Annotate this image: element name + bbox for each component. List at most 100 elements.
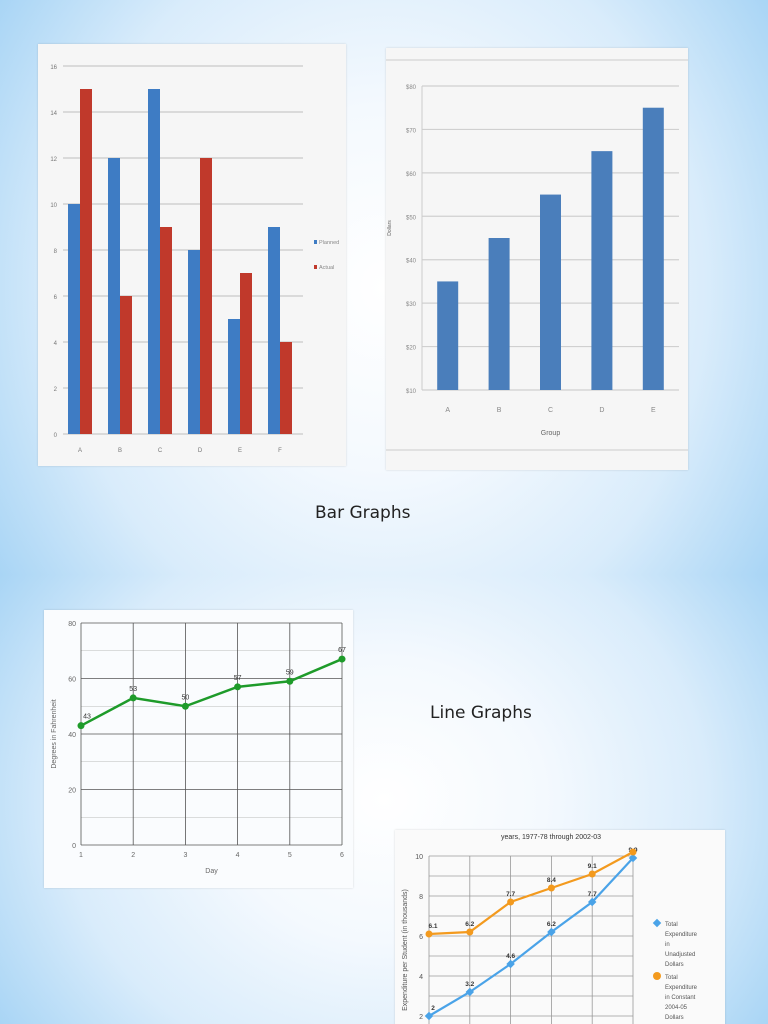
group-bar-chart: $10 $20 $30 $40 $50 $60 $70 $80 A B C D E Group Dollar… xyxy=(386,48,688,470)
chart-title: years, 1977-78 through 2002-03 xyxy=(501,834,601,841)
data-point xyxy=(286,677,294,685)
x-tick-label: D xyxy=(599,407,604,414)
data-label: 8.4 xyxy=(547,877,556,884)
data-label: 57 xyxy=(234,675,242,682)
x-tick-label: A xyxy=(445,407,450,414)
x-tick-label: 4 xyxy=(236,852,240,859)
bar-actual xyxy=(280,342,292,434)
y-tick-label: $50 xyxy=(406,215,417,221)
y-tick-label: 2 xyxy=(54,387,58,393)
y-tick-label: 6 xyxy=(54,295,58,301)
y-tick-label: 20 xyxy=(68,788,76,795)
data-point xyxy=(425,930,433,938)
data-label: 7.7 xyxy=(506,891,515,898)
series-line xyxy=(428,851,634,936)
y-tick-label: 8 xyxy=(419,894,423,901)
bar-planned xyxy=(148,89,160,434)
x-tick-label: C xyxy=(158,448,163,454)
legend-label: Unadjusted xyxy=(665,952,695,958)
data-point xyxy=(338,655,346,663)
legend-label: Total xyxy=(665,975,678,981)
bar xyxy=(437,281,459,390)
data-label: 4.6 xyxy=(506,953,515,960)
bar xyxy=(540,194,561,390)
bar-actual xyxy=(200,158,212,434)
data-point xyxy=(547,884,555,892)
data-label: 9.1 xyxy=(588,863,597,870)
y-tick-label: 10 xyxy=(415,854,423,861)
data-label: 43 xyxy=(83,714,91,721)
data-label: 50 xyxy=(182,694,190,701)
caption-bar-graphs: Bar Graphs xyxy=(315,503,411,523)
caption-line-graphs: Line Graphs xyxy=(430,703,532,723)
bar xyxy=(488,238,510,390)
expenditure-line-chart: years, 1977-78 through 2002-03 2 4 6 8 10 2 3.2… xyxy=(395,830,725,1024)
x-tick-label: 5 xyxy=(288,852,292,859)
slide-bar-graphs: 0 2 4 6 8 10 12 14 16 A B C D E F Planned Actual $10 $20 $… xyxy=(0,0,768,575)
data-label: 2 xyxy=(431,1005,435,1012)
series-line xyxy=(428,857,634,1017)
legend-label: Total xyxy=(665,922,678,928)
bar-planned xyxy=(188,250,200,434)
y-tick-label: 4 xyxy=(419,974,423,981)
x-tick-label: C xyxy=(548,407,553,414)
y-tick-label: 0 xyxy=(72,843,76,850)
y-tick-label: 16 xyxy=(50,65,57,71)
x-tick-label: 2 xyxy=(131,852,135,859)
data-point xyxy=(181,702,189,710)
data-label: 7.7 xyxy=(588,891,597,898)
y-tick-label: $70 xyxy=(406,128,417,134)
temperature-line xyxy=(80,657,343,727)
y-tick-label: $80 xyxy=(406,85,417,91)
y-tick-label: 6 xyxy=(419,934,423,941)
y-tick-label: $30 xyxy=(406,302,417,308)
bar-actual xyxy=(80,89,92,434)
legend-label: Expenditure xyxy=(665,985,698,991)
data-point xyxy=(629,848,637,856)
y-tick-label: 8 xyxy=(54,249,58,255)
y-tick-label: 10 xyxy=(50,203,57,209)
x-tick-label: E xyxy=(238,448,242,454)
bar-actual xyxy=(160,227,172,434)
temperature-line-chart: 0 20 40 60 80 1 2 3 4 5 6 43 53 50 57 59 67 Day Degrees in… xyxy=(44,610,353,888)
y-tick-label: 12 xyxy=(50,157,57,163)
y-tick-label: $60 xyxy=(406,172,417,178)
data-label: 6.2 xyxy=(465,921,474,928)
legend-label: Actual xyxy=(319,265,334,271)
legend-label: in Constant xyxy=(665,995,696,1001)
bar-actual xyxy=(120,296,132,434)
x-tick-label: D xyxy=(198,448,203,454)
x-tick-label: F xyxy=(278,448,282,454)
data-label: 59 xyxy=(286,669,294,676)
bar-planned xyxy=(108,158,120,434)
data-point xyxy=(588,870,596,878)
y-tick-label: $20 xyxy=(406,346,417,352)
legend-swatch xyxy=(314,265,317,269)
y-tick-label: 2 xyxy=(419,1014,423,1021)
y-axis-label: Expenditure per Student (in thousands) xyxy=(402,889,409,1011)
y-axis-label: Degrees in Fahrenheit xyxy=(51,699,58,768)
data-label: 67 xyxy=(338,647,346,654)
x-tick-label: B xyxy=(497,407,502,414)
x-tick-label: E xyxy=(651,407,656,414)
bar-planned xyxy=(68,204,80,434)
y-axis-label: Dollars xyxy=(387,220,393,236)
legend-label: in xyxy=(665,942,670,948)
legend-label: Expenditure xyxy=(665,932,698,938)
data-label: 6.2 xyxy=(547,921,556,928)
bar xyxy=(642,107,664,390)
legend-label: Dollars xyxy=(665,962,684,968)
data-point xyxy=(129,694,137,702)
x-axis-label: Day xyxy=(205,868,218,875)
x-tick-label: 3 xyxy=(183,852,187,859)
y-tick-label: $40 xyxy=(406,259,417,265)
x-tick-label: A xyxy=(78,448,82,454)
data-point xyxy=(547,927,556,937)
x-tick-label: 1 xyxy=(79,852,83,859)
y-tick-label: 60 xyxy=(68,677,76,684)
legend-label: Planned xyxy=(319,240,339,246)
slide-line-graphs: 0 20 40 60 80 1 2 3 4 5 6 43 53 50 57 59 67 Day Degrees in… xyxy=(0,575,768,1024)
data-point xyxy=(507,898,515,906)
data-label: 53 xyxy=(129,686,137,693)
y-tick-label: 0 xyxy=(54,433,58,439)
